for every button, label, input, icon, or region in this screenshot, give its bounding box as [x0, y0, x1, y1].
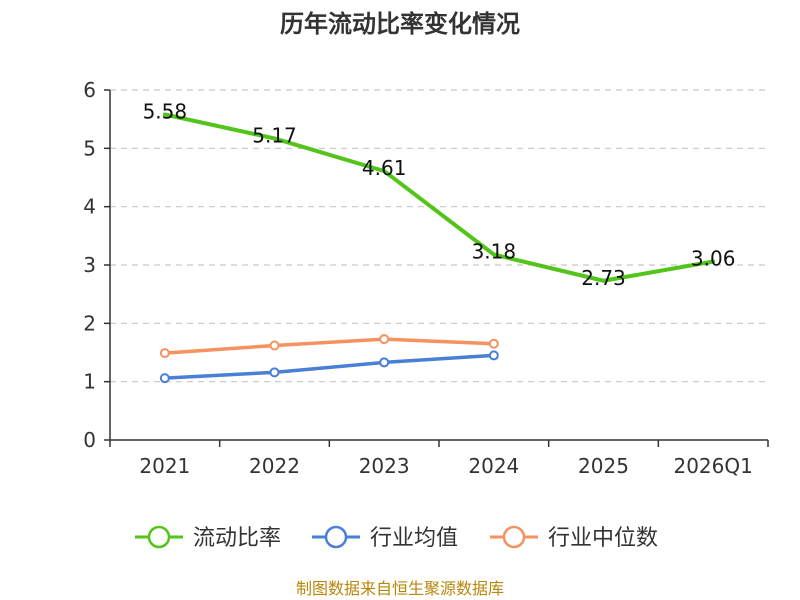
x-tick-label: 2025: [578, 454, 629, 478]
grid-lines: [110, 89, 768, 383]
y-tick-label: 1: [83, 370, 96, 394]
x-tick-label: 2026Q1: [673, 454, 752, 478]
axes: [104, 89, 769, 447]
data-label: 5.58: [143, 100, 188, 124]
data-point: [379, 334, 390, 345]
legend-label: 行业均值: [370, 526, 458, 551]
data-label: 2.73: [581, 266, 626, 290]
y-tick-label: 3: [83, 253, 96, 277]
data-point: [269, 340, 280, 351]
legend: 流动比率 行业均值 行业中位数: [135, 525, 658, 551]
data-label: 3.06: [691, 247, 736, 271]
y-tick-label: 2: [83, 311, 96, 335]
x-tick-label: 2023: [359, 454, 410, 478]
data-point: [379, 357, 390, 368]
y-tick-label: 0: [83, 428, 96, 452]
y-tick-label: 5: [83, 136, 96, 160]
data-point: [159, 348, 170, 359]
series-lines: [159, 112, 716, 384]
data-point: [488, 338, 499, 349]
y-tick-label: 4: [83, 195, 96, 219]
x-tick-label: 2024: [468, 454, 519, 478]
series-line-2: [163, 337, 496, 355]
legend-swatch-marker: [324, 525, 348, 549]
y-tick-label: 6: [83, 78, 96, 102]
data-point: [159, 373, 170, 384]
legend-swatch-marker: [502, 525, 526, 549]
x-tick-label: 2021: [139, 454, 190, 478]
legend-label: 流动比率: [193, 526, 281, 551]
data-labels: 5.58 5.17 4.61 3.18 2.73 3.06: [143, 100, 736, 290]
series-line-0: [162, 112, 716, 283]
data-label: 4.61: [362, 156, 407, 180]
data-label: 3.18: [472, 240, 517, 264]
chart-title: 历年流动比率变化情况: [280, 10, 520, 38]
tick-labels: 0 1 2 3 4 5 6 2021 2022 2023 2024 2025 2026Q1: [83, 78, 753, 478]
legend-label: 行业中位数: [548, 526, 658, 551]
source-note: 制图数据来自恒生聚源数据库: [296, 579, 504, 598]
series-line-1: [163, 353, 496, 380]
legend-swatch-marker: [147, 525, 171, 549]
data-point: [269, 367, 280, 378]
data-label: 5.17: [252, 123, 297, 147]
x-tick-label: 2022: [249, 454, 300, 478]
data-point: [488, 350, 499, 361]
